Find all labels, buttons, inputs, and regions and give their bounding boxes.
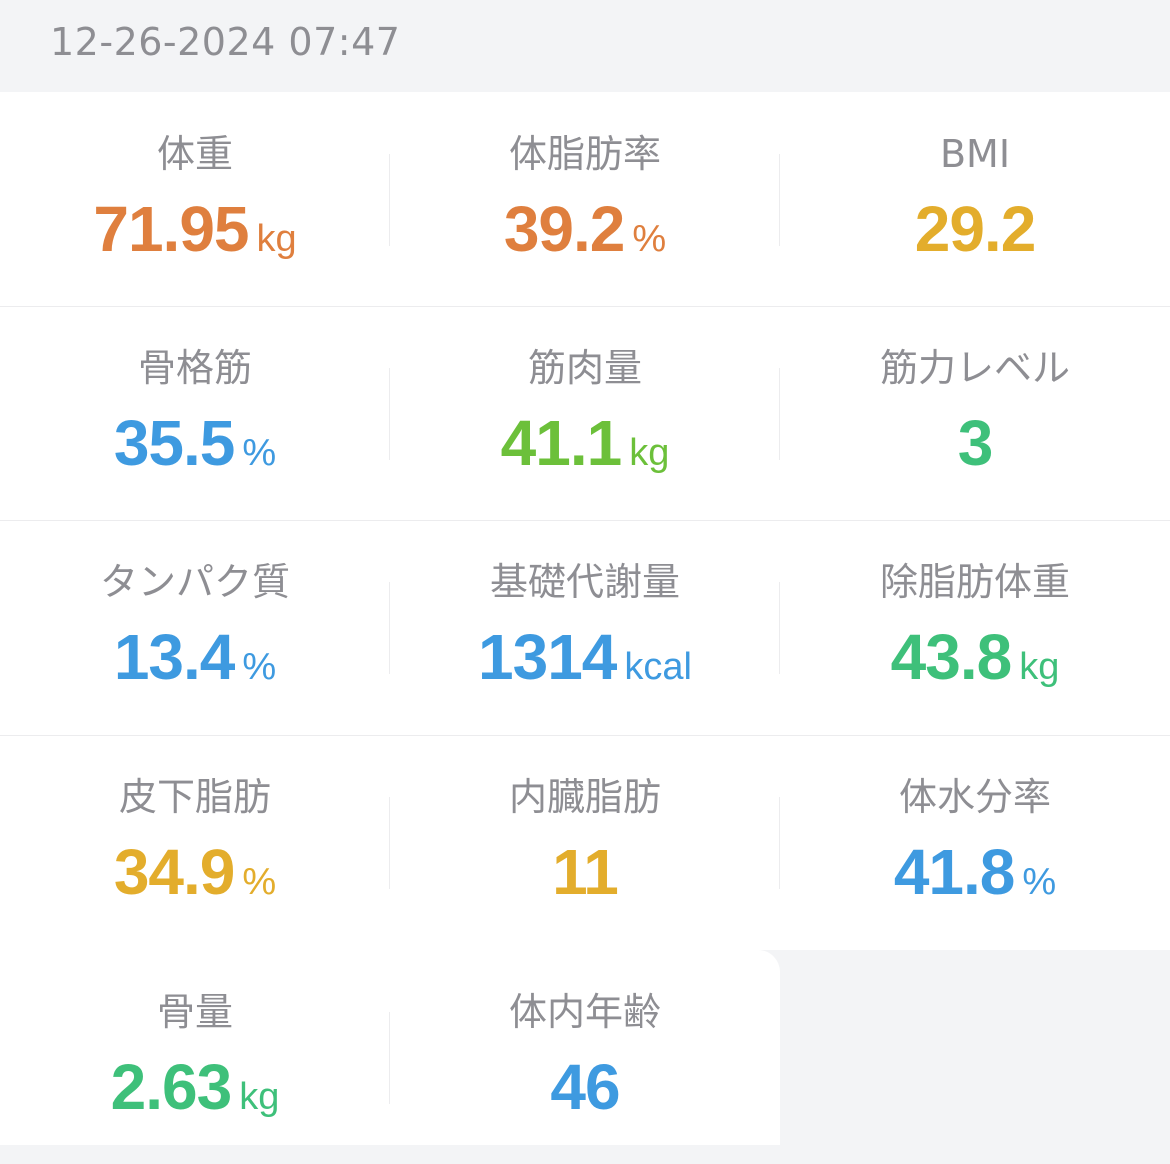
metric-number: 2.63 [110,1051,233,1123]
metric-unit: kcal [624,646,692,688]
metric-number: 71.95 [93,193,249,265]
column-divider [779,154,780,246]
metric-unit: kg [1019,646,1060,688]
metric-unit: % [242,646,277,688]
metric-card-body-water[interactable]: 体水分率 41.8% [780,735,1170,949]
column-divider [389,797,390,889]
metric-value-bmr: 1314 kcal [390,622,780,709]
metrics-panel: 体重 71.95 kg 体脂肪率 39.2% BMI 29.2 骨格筋 35.5% [0,92,1170,950]
metric-unit: % [632,218,667,260]
metric-number: 39.2 [503,193,626,265]
metric-number: 13.4 [113,621,236,693]
metric-unit: % [242,861,277,903]
metric-label: 体重 [156,132,233,176]
metric-card-muscle-mass[interactable]: 筋肉量 41.1 kg [390,306,780,520]
metric-card-body-fat[interactable]: 体脂肪率 39.2% [390,92,780,306]
metric-number: 41.8 [893,836,1016,908]
column-divider [389,368,390,460]
metric-unit: % [1022,861,1057,903]
metric-card-bmi[interactable]: BMI 29.2 [780,92,1170,306]
metric-number: 11 [552,836,619,908]
metrics-row-last: 骨量 2.63 kg 体内年齢 46 [0,950,780,1145]
metric-value-muscle-level: 3 [780,408,1170,495]
metric-unit: % [242,432,277,474]
metric-card-lean-mass[interactable]: 除脂肪体重 43.8 kg [780,520,1170,734]
metric-number: 41.1 [500,407,623,479]
metric-number: 43.8 [890,621,1013,693]
column-divider [779,797,780,889]
row-divider [0,306,1170,307]
metric-value-weight: 71.95 kg [0,194,390,281]
column-divider [779,582,780,674]
metrics-row: 骨格筋 35.5% 筋肉量 41.1 kg 筋力レベル 3 [0,306,1170,520]
metric-unit: kg [256,218,297,260]
metric-label: 骨量 [156,990,233,1034]
metric-card-weight[interactable]: 体重 71.95 kg [0,92,390,306]
metric-value-muscle-mass: 41.1 kg [390,408,780,495]
metric-label: 骨格筋 [137,346,252,390]
metric-unit: kg [239,1076,280,1118]
metrics-row: タンパク質 13.4% 基礎代謝量 1314 kcal 除脂肪体重 43.8 kg [0,520,1170,734]
metric-label: BMI [939,132,1011,176]
metric-unit: kg [629,432,670,474]
metric-label: 内臓脂肪 [508,775,661,819]
metric-value-lean-mass: 43.8 kg [780,622,1170,709]
metric-number: 34.9 [113,836,236,908]
metric-value-bone-mass: 2.63 kg [0,1052,390,1139]
header-bar: 12-26-2024 07:47 [0,0,1170,92]
metric-label: 筋肉量 [527,346,642,390]
metric-value-subcutaneous-fat: 34.9% [0,837,390,924]
metric-label: 体水分率 [898,775,1051,819]
metric-card-protein[interactable]: タンパク質 13.4% [0,520,390,734]
metric-card-visceral-fat[interactable]: 内臓脂肪 11 [390,735,780,949]
column-divider [389,582,390,674]
metric-number: 3 [957,407,994,479]
row-divider [0,735,1170,736]
metric-label: 筋力レベル [879,346,1070,390]
metric-card-subcutaneous-fat[interactable]: 皮下脂肪 34.9% [0,735,390,949]
row-divider [0,520,1170,521]
metric-value-protein: 13.4% [0,622,390,709]
metric-label: 基礎代謝量 [489,560,680,604]
column-divider [389,1012,390,1104]
metric-card-bone-mass[interactable]: 骨量 2.63 kg [0,950,390,1164]
metrics-row: 皮下脂肪 34.9% 内臓脂肪 11 体水分率 41.8% [0,735,1170,949]
metric-value-body-age: 46 [390,1052,780,1139]
metric-card-body-age[interactable]: 体内年齢 46 [390,950,780,1164]
metric-value-body-fat: 39.2% [390,194,780,281]
column-divider [779,368,780,460]
metric-number: 1314 [478,621,617,693]
metric-card-muscle-level[interactable]: 筋力レベル 3 [780,306,1170,520]
metrics-row: 体重 71.95 kg 体脂肪率 39.2% BMI 29.2 [0,92,1170,306]
metric-label: 体脂肪率 [508,132,661,176]
metric-label: 皮下脂肪 [118,775,271,819]
metric-number: 35.5 [113,407,236,479]
column-divider [389,154,390,246]
metric-card-skeletal-muscle[interactable]: 骨格筋 35.5% [0,306,390,520]
metric-label: タンパク質 [99,560,290,604]
metric-label: 体内年齢 [508,990,661,1034]
metric-label: 除脂肪体重 [879,560,1070,604]
metric-number: 29.2 [914,193,1037,265]
metric-value-body-water: 41.8% [780,837,1170,924]
measurement-timestamp: 12-26-2024 07:47 [50,20,401,64]
metric-card-bmr[interactable]: 基礎代謝量 1314 kcal [390,520,780,734]
metric-value-skeletal-muscle: 35.5% [0,408,390,495]
metric-number: 46 [550,1051,620,1123]
metric-value-visceral-fat: 11 [390,837,780,924]
metric-value-bmi: 29.2 [780,194,1170,281]
